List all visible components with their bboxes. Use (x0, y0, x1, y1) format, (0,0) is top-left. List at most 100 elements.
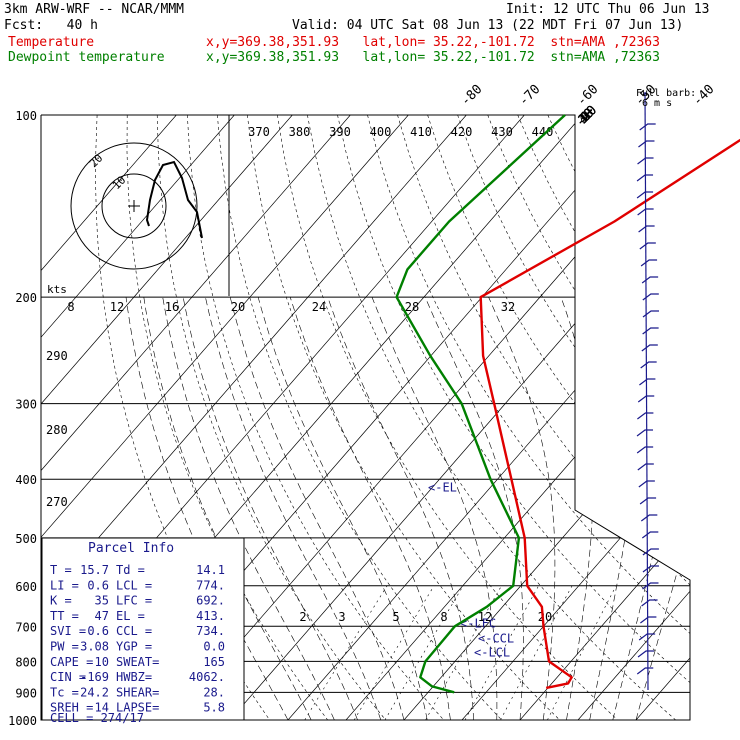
wind-barb (641, 531, 659, 539)
theta-label: 430 (491, 125, 513, 139)
parcel-box (41, 537, 245, 721)
dry-adiabat (667, 115, 690, 720)
theta-label: 280 (46, 423, 68, 437)
dry-adiabat (367, 115, 690, 720)
parcel-field-label: SREH = (50, 701, 93, 715)
moist-adiabat (635, 297, 690, 720)
speed-tick-label: 20 (231, 300, 245, 314)
parcel-field-label: CCL = (116, 624, 152, 638)
wind-barb (642, 548, 659, 556)
theta-label: 380 (289, 125, 311, 139)
dry-adiabat (337, 115, 690, 720)
pressure-label: 100 (15, 109, 37, 123)
parcel-cell-label: CELL = 274/17 (50, 711, 144, 725)
parcel-field-value: 0.6 (87, 578, 109, 592)
parcel-field-value: 3.08 (80, 640, 109, 654)
wind-barb (639, 497, 657, 505)
mixing-ratio-label: 20 (538, 610, 552, 624)
isotherm-line (635, 115, 690, 720)
parcel-field-value: 14 (95, 701, 109, 715)
wind-barb (637, 463, 654, 471)
parcel-field-label: PW = (50, 640, 79, 654)
wind-barb (638, 633, 656, 641)
wind-barb (641, 276, 659, 284)
wind-barbs: Full barb:6 m s (636, 88, 696, 691)
hodograph-trace (145, 160, 203, 239)
pressure-label: 600 (15, 580, 37, 594)
level-marker-label: <-LFC (460, 616, 496, 630)
model-title: 3km ARW-WRF -- NCAR/MMM (4, 2, 185, 17)
wind-barb (642, 582, 659, 590)
wind-barb (636, 191, 654, 199)
theta-label: 410 (410, 125, 432, 139)
theta-label: 400 (370, 125, 392, 139)
mixing-ratio-label: 2 (299, 610, 306, 624)
pressure-label: 1000 (8, 714, 37, 728)
wind-barb (641, 599, 658, 607)
pressure-label: 400 (15, 473, 37, 487)
parcel-field-label: CIN = (50, 670, 86, 684)
wind-barb (637, 412, 654, 420)
parcel-field-value: 24.2 (80, 685, 109, 699)
wind-barb (638, 480, 655, 488)
isotherm-line (287, 115, 690, 720)
hodograph-ring-label: 20 (87, 152, 106, 171)
parcel-field-label: EL = (116, 609, 145, 623)
barb-legend: 6 m s (642, 98, 672, 109)
pressure-label: 300 (15, 398, 37, 412)
speed-tick-label: 28 (405, 300, 419, 314)
parcel-field-value: 14.1 (196, 563, 225, 577)
wind-barb (641, 344, 658, 352)
wind-barb (642, 293, 659, 301)
valid-time: Valid: 04 UTC Sat 08 Jun 13 (22 MDT Fri … (292, 18, 684, 33)
theta-label: 390 (329, 125, 351, 139)
isotherm-line (41, 115, 467, 720)
barb-staff (644, 91, 649, 691)
dewpoint-profile (395, 114, 566, 694)
wind-barb (642, 327, 659, 335)
wind-barb (640, 259, 658, 267)
dry-adiabat (547, 115, 690, 720)
pressure-label: 900 (15, 686, 37, 700)
speed-tick-label: 24 (312, 300, 326, 314)
temperature-tick-label: -70 (516, 82, 543, 109)
parcel-field-value: 35 (95, 594, 109, 608)
hodograph-units: kts (47, 283, 67, 296)
parcel-field-label: LFC = (116, 594, 152, 608)
dry-adiabat (217, 115, 502, 720)
theta-label: 270 (46, 495, 68, 509)
forecast-hour: Fcst: 40 h (4, 18, 98, 33)
wind-barb (639, 123, 656, 131)
wind-barb (638, 225, 655, 233)
parcel-field-value: -169 (80, 670, 109, 684)
wind-barb (642, 310, 659, 318)
hodograph-ring (70, 142, 198, 270)
hodograph-ring (101, 173, 167, 239)
parcel-field-value: 0.0 (203, 640, 225, 654)
wind-barb (637, 208, 654, 216)
pressure-label: 500 (15, 532, 37, 546)
isotherm-line (461, 115, 690, 720)
wind-barb (640, 514, 658, 522)
temperature-profile (479, 138, 740, 690)
temperature-location: x,y=369.38,351.93 lat,lon= 35.22,-101.72… (206, 35, 660, 50)
sounding-profiles (395, 114, 740, 694)
level-marker-label: <-EL (428, 481, 457, 495)
parcel-field-value: 47 (95, 609, 109, 623)
hodograph-ring-label: 10 (110, 174, 129, 193)
dry-adiabat (577, 115, 690, 720)
parcel-field-value: 0.6 (87, 624, 109, 638)
barb-legend: Full barb: (636, 88, 696, 99)
wind-barb (636, 429, 654, 437)
level-marker-label: <-LCL (474, 646, 510, 660)
isotherm-line (41, 115, 177, 720)
speed-tick-label: 32 (501, 300, 515, 314)
moist-adiabat (560, 297, 594, 720)
parcel-field-value: 28. (203, 685, 225, 699)
level-marker-label: <-CCL (478, 632, 514, 646)
isotherm-line (519, 115, 690, 720)
pressure-label: 700 (15, 620, 37, 634)
dewpoint-location: x,y=369.38,351.93 lat,lon= 35.22,-101.72… (206, 50, 660, 65)
mixing-ratio-line (353, 585, 435, 720)
